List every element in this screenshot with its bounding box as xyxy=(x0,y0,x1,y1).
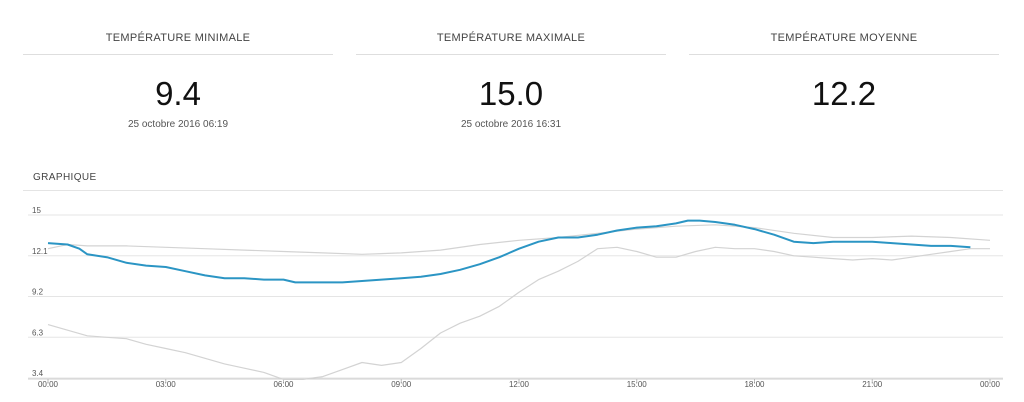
x-tick-label: 00:00 xyxy=(980,380,1001,389)
stat-title: Température maximale xyxy=(356,32,666,55)
series-lines xyxy=(47,219,991,380)
x-tick-label: 00:00 xyxy=(38,380,59,389)
temperature-chart[interactable]: 3.4 6.3 9.2 12.1 15 00:00 03:00 06:00 09:00 12:0… xyxy=(0,195,1024,402)
x-tick-label: 06:00 xyxy=(273,380,294,389)
stat-value: 15.0 xyxy=(478,75,544,112)
chart-title: GRAPHIQUE xyxy=(33,172,97,183)
chart-divider xyxy=(23,190,1003,191)
y-tick-label: 12.1 xyxy=(32,247,48,256)
stat-title: Température minimale xyxy=(23,32,333,55)
stat-max-temperature: Température maximale 15.0 25 octobre 201… xyxy=(356,32,666,130)
stats-row: Température minimale 9.4 25 octobre 2016… xyxy=(0,0,1024,150)
x-tick-label: 03:00 xyxy=(156,380,177,389)
reference-series-line xyxy=(47,224,991,255)
x-axis-ticks: 00:00 03:00 06:00 09:00 12:00 15:00 18:00 21:00… xyxy=(38,379,1001,389)
stat-avg-temperature: Température moyenne 12.2 xyxy=(689,32,999,113)
y-axis-ticks: 3.4 6.3 9.2 12.1 15 xyxy=(32,206,48,378)
stat-min-temperature: Température minimale 9.4 25 octobre 2016… xyxy=(23,32,333,130)
x-tick-label: 21:00 xyxy=(862,380,883,389)
x-tick-label: 12:00 xyxy=(509,380,530,389)
x-tick-label: 18:00 xyxy=(744,380,765,389)
stat-date: 25 octobre 2016 16:31 xyxy=(460,119,562,130)
stat-value: 12.2 xyxy=(811,75,877,112)
reference-series-line xyxy=(47,246,990,380)
stat-value: 9.4 xyxy=(155,75,201,112)
y-tick-label: 9.2 xyxy=(32,288,44,297)
temperature-series-line xyxy=(47,219,971,284)
stat-date: 25 octobre 2016 06:19 xyxy=(127,119,229,130)
grid-lines xyxy=(28,214,1003,380)
y-tick-label: 3.4 xyxy=(32,369,44,378)
x-tick-label: 15:00 xyxy=(627,380,648,389)
x-tick-label: 09:00 xyxy=(391,380,412,389)
stat-title: Température moyenne xyxy=(689,32,999,55)
y-tick-label: 6.3 xyxy=(32,328,44,337)
y-tick-label: 15 xyxy=(32,206,41,215)
